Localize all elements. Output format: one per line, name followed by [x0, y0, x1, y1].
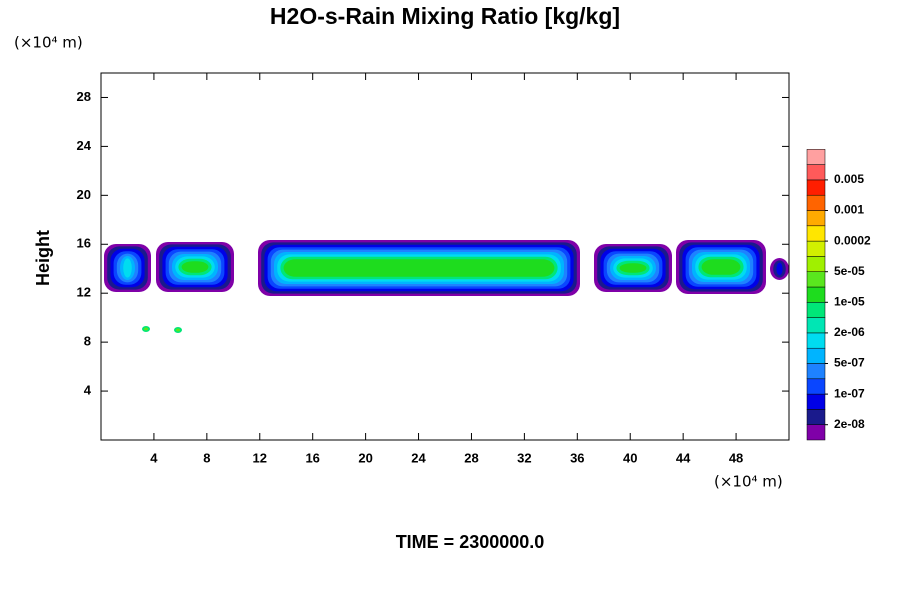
x-tick-label: 8 [203, 450, 210, 465]
x-tick-label: 24 [411, 450, 426, 465]
x-tick-label: 28 [464, 450, 478, 465]
colorbar-label: 2e-06 [834, 325, 865, 339]
chart-title: H2O-s-Rain Mixing Ratio [kg/kg] [270, 3, 620, 29]
colorbar-swatch [806, 286, 826, 303]
colorbar-swatch [806, 317, 826, 334]
x-tick-label: 36 [570, 450, 584, 465]
colorbar-swatch [806, 149, 826, 165]
colorbar-label: 0.005 [834, 172, 864, 186]
colorbar-swatch [806, 240, 826, 257]
colorbar-swatch [806, 210, 826, 227]
colorbar-swatch [806, 332, 826, 349]
colorbar-swatch [806, 256, 826, 272]
colorbar-label: 2e-08 [834, 417, 865, 431]
x-tick-label: 20 [358, 450, 372, 465]
colorbar-swatch [806, 194, 826, 211]
y-tick-label: 4 [84, 383, 92, 398]
colorbar-label: 1e-05 [834, 294, 865, 308]
x-tick-label: 16 [305, 450, 319, 465]
colorbar-label: 0.001 [834, 203, 864, 217]
y-axis-label: Height [33, 230, 53, 286]
colorbar-swatch [806, 378, 826, 395]
y-tick-label: 12 [77, 285, 91, 300]
colorbar-swatch [806, 409, 826, 425]
colorbar-swatch [806, 271, 826, 288]
y-tick-label: 28 [77, 89, 91, 104]
cloud-layer [123, 258, 132, 278]
colorbar-swatch [806, 164, 826, 181]
cloud-layer [701, 259, 741, 275]
colorbar-swatch [806, 363, 826, 380]
colorbar-swatch [806, 393, 826, 410]
plot-frame [100, 72, 790, 441]
x-tick-label: 44 [676, 450, 691, 465]
colorbar-swatch [806, 424, 826, 441]
y-tick-label: 16 [77, 236, 91, 251]
y-tick-label: 20 [77, 187, 91, 202]
cloud-dot [176, 328, 180, 332]
cloud-dot [144, 327, 148, 331]
colorbar-swatch [806, 225, 826, 242]
colorbar-swatch [806, 347, 826, 364]
colorbar-label: 5e-07 [834, 356, 865, 370]
cloud-layer [619, 263, 647, 273]
colorbar-label: 1e-07 [834, 386, 865, 400]
cloud-layer [181, 261, 209, 273]
x-tick-label: 4 [150, 450, 158, 465]
x-tick-label: 48 [729, 450, 743, 465]
y-tick-label: 24 [77, 138, 92, 153]
x-tick-label: 40 [623, 450, 637, 465]
footer: TIME = 2300000.0 [396, 532, 545, 552]
colorbar-swatch [806, 302, 826, 318]
field [104, 240, 789, 333]
y-unit-label: (×10⁴ m) [14, 34, 83, 52]
cloud-layer [776, 262, 783, 276]
colorbar-label: 0.0002 [834, 233, 871, 247]
x-unit-label: (×10⁴ m) [714, 473, 783, 491]
colorbar-swatch [806, 179, 826, 196]
cloud-layer [283, 259, 555, 277]
x-tick-label: 32 [517, 450, 531, 465]
colorbar-label: 5e-05 [834, 264, 865, 278]
y-tick-label: 8 [84, 334, 91, 349]
x-tick-label: 12 [253, 450, 267, 465]
